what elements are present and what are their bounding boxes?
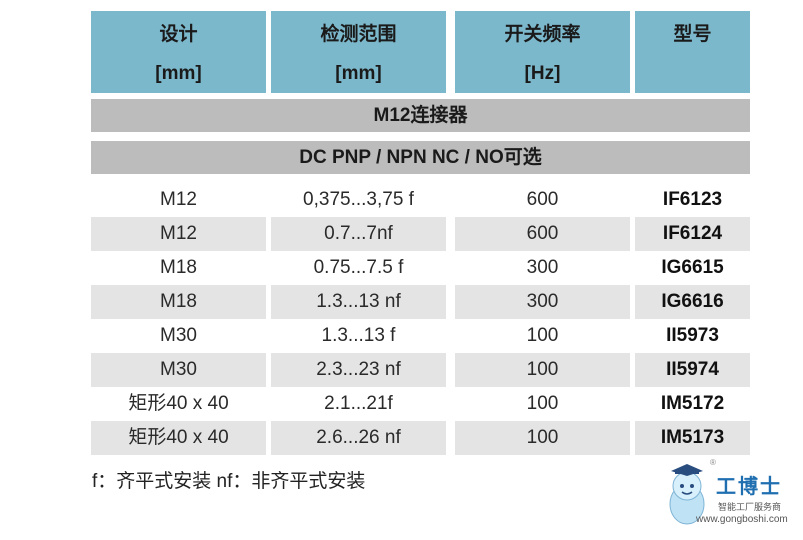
cell-frequency: 300 [455, 285, 630, 319]
table-row: M12 0.7...7nf 600 IF6124 [91, 217, 750, 251]
cell-range: 0.75...7.5 f [313, 257, 404, 278]
cell-range: 2.3...23 nf [271, 353, 446, 387]
logo-slogan: 智能工厂服务商 [718, 502, 782, 512]
header-design: 设计 [mm] [91, 11, 266, 93]
section-title: M12连接器 [91, 99, 750, 132]
header-range: 检测范围 [mm] [271, 11, 446, 93]
header-frequency-unit: [Hz] [524, 63, 561, 84]
cell-model: IF6123 [662, 189, 723, 210]
logo-brand: 工博士 [716, 476, 782, 498]
header-model-title: 型号 [673, 24, 712, 45]
cell-design: 矩形40 x 40 [91, 421, 266, 455]
header-design-title: 设计 [159, 24, 198, 45]
cell-frequency: 100 [455, 421, 630, 455]
header-frequency-title: 开关频率 [504, 24, 581, 45]
cell-frequency: 100 [526, 393, 559, 414]
cell-frequency: 600 [526, 189, 559, 210]
cell-design: M12 [91, 217, 266, 251]
header-range-title: 检测范围 [320, 24, 397, 45]
table-row: 矩形40 x 40 2.1...21f 100 IM5172 [91, 387, 750, 421]
cell-frequency: 100 [526, 325, 559, 346]
header-range-unit: [mm] [335, 63, 382, 84]
cell-design: M18 [91, 285, 266, 319]
watermark-logo: ® 工博士 智能工厂服务商 www.gongboshi.com [660, 456, 800, 536]
cell-design: M18 [160, 257, 197, 278]
table-row: M18 0.75...7.5 f 300 IG6615 [91, 251, 750, 285]
cell-frequency: 300 [526, 257, 559, 278]
subsection-title: DC PNP / NPN NC / NO可选 [91, 141, 750, 174]
cell-frequency: 600 [455, 217, 630, 251]
cell-range: 1.3...13 nf [271, 285, 446, 319]
table-row: M18 1.3...13 nf 300 IG6616 [91, 285, 750, 319]
cell-model: II5973 [666, 325, 719, 346]
header-frequency: 开关频率 [Hz] [455, 11, 630, 93]
cell-model: IG6615 [661, 257, 724, 278]
cell-range: 0,375...3,75 f [303, 189, 414, 210]
cell-frequency: 100 [455, 353, 630, 387]
cell-range: 2.6...26 nf [271, 421, 446, 455]
cell-design: M12 [160, 189, 197, 210]
table-row: 矩形40 x 40 2.6...26 nf 100 IM5173 [91, 421, 750, 455]
cell-design: M30 [160, 325, 197, 346]
cell-range: 2.1...21f [324, 393, 393, 414]
cell-model: IM5173 [635, 421, 750, 455]
table-row: M12 0,375...3,75 f 600 IF6123 [91, 183, 750, 217]
cell-design: 矩形40 x 40 [128, 393, 229, 414]
cell-design: M30 [91, 353, 266, 387]
table-row: M30 2.3...23 nf 100 II5974 [91, 353, 750, 387]
cell-model: II5974 [635, 353, 750, 387]
cell-range: 0.7...7nf [271, 217, 446, 251]
footnote: f：齐平式安装 nf：非齐平式安装 [92, 471, 366, 492]
registered-mark: ® [710, 458, 716, 467]
cell-model: IF6124 [635, 217, 750, 251]
cell-model: IM5172 [660, 393, 725, 414]
cell-range: 1.3...13 f [321, 325, 396, 346]
logo-url: www.gongboshi.com [696, 514, 788, 525]
cell-model: IG6616 [635, 285, 750, 319]
header-design-unit: [mm] [155, 63, 202, 84]
mascot-icon [669, 464, 705, 525]
table-row: M30 1.3...13 f 100 II5973 [91, 319, 750, 353]
header-model: 型号 [635, 11, 750, 93]
